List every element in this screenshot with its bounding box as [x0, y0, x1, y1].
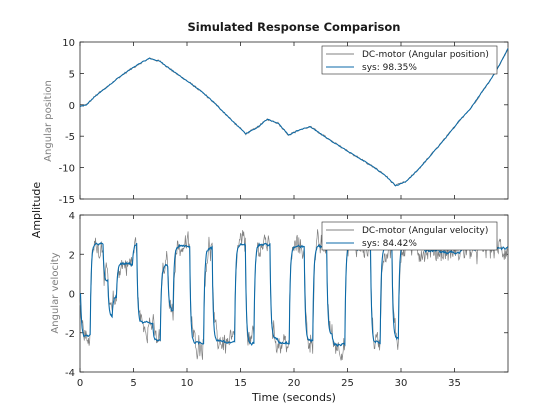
velocity-xtick-label: 0	[77, 378, 83, 389]
figure-ylabel: Amplitude	[30, 182, 43, 239]
position-model-line	[79, 48, 509, 187]
velocity-xtick-label: 15	[234, 378, 247, 389]
position-ylabel: Angular position	[43, 80, 54, 162]
velocity-xtick-label: 5	[130, 378, 136, 389]
position-legend-box	[321, 45, 498, 75]
position-axes: 10 5 0 -5 -10 -15 Angular position DC-motor (…	[43, 38, 509, 206]
velocity-xtick-label: 10	[181, 378, 194, 389]
position-ytick-label: -10	[59, 164, 75, 175]
position-ytick-label: 5	[69, 69, 75, 80]
velocity-ytick-labels: 4 2 0 -2 -4	[65, 211, 75, 379]
velocity-ytick-label: 0	[69, 290, 75, 301]
velocity-legend-model-label: sys: 84.42%	[362, 239, 417, 249]
position-tick-marks	[79, 41, 508, 200]
velocity-measured-line	[79, 229, 509, 361]
velocity-xtick-label: 35	[448, 378, 461, 389]
velocity-ytick-label: 2	[69, 250, 75, 261]
position-legend-model-label: sys: 98.35%	[362, 63, 417, 73]
position-ytick-label: -5	[65, 132, 75, 143]
position-ytick-label: -15	[59, 195, 75, 206]
velocity-ylabel: Angular velocity	[50, 252, 61, 333]
figure-title: Simulated Response Comparison	[188, 20, 401, 34]
velocity-xtick-label: 25	[341, 378, 354, 389]
velocity-ytick-label: -2	[65, 329, 75, 340]
velocity-xtick-label: 20	[288, 378, 301, 389]
position-legend-measured-label: DC-motor (Angular position)	[362, 50, 489, 60]
position-series-layer	[79, 47, 509, 187]
velocity-ytick-label: 4	[69, 211, 75, 222]
velocity-xtick-labels: 0 5 10 15 20 25 30 35	[77, 378, 461, 389]
velocity-model-line	[79, 241, 509, 348]
velocity-xtick-label: 30	[395, 378, 408, 389]
velocity-legend-measured-label: DC-motor (Angular velocity)	[362, 226, 488, 236]
velocity-legend: DC-motor (Angular velocity) sys: 84.42%	[321, 221, 498, 251]
velocity-series-layer	[79, 229, 509, 361]
position-ytick-labels: 10 5 0 -5 -10 -15	[59, 38, 75, 206]
figure-xlabel: Time (seconds)	[251, 391, 336, 404]
position-ytick-label: 0	[69, 101, 75, 112]
position-ytick-label: 10	[62, 38, 75, 49]
velocity-ytick-label: -4	[65, 368, 75, 379]
position-legend: DC-motor (Angular position) sys: 98.35%	[321, 45, 498, 75]
velocity-axes: 420-2-4 0 5 10 15 20 25 30 35 Angular velocity …	[50, 211, 509, 389]
velocity-legend-box	[321, 221, 498, 251]
